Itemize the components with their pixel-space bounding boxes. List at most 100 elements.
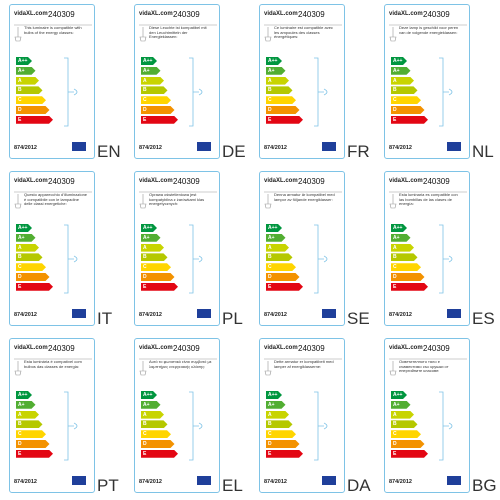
energy-class-bar: E [266, 283, 303, 291]
energy-class-bar: C [16, 430, 46, 438]
product-id: 240309 [48, 10, 75, 19]
energy-class-bar: D [16, 273, 50, 281]
compatibility-text: Denna armatur är kompatibel med lampor a… [274, 192, 335, 202]
energy-class-bar: B [391, 420, 418, 428]
eu-flag [447, 142, 461, 151]
label-graphics [139, 358, 217, 461]
brand: vidaXL.com [139, 345, 173, 351]
energy-class-bar: A+ [16, 234, 36, 242]
product-id: 240309 [173, 344, 200, 353]
regulation: 874/2012 [14, 312, 37, 318]
regulation: 874/2012 [264, 479, 287, 485]
energy-class-bar: A++ [141, 224, 157, 232]
product-id: 240309 [423, 177, 450, 186]
label-graphics [389, 24, 467, 127]
energy-class-bar: D [391, 106, 425, 114]
energy-class-bar: C [16, 263, 46, 271]
eu-flag [322, 476, 336, 485]
label-graphics [264, 191, 342, 294]
energy-class-bar: A+ [266, 67, 286, 75]
regulation: 874/2012 [139, 145, 162, 151]
energy-class-bar: B [141, 253, 168, 261]
energy-class-bar: A [266, 244, 289, 252]
energy-class-bar: A [141, 411, 164, 419]
energy-class-bar: C [391, 96, 421, 104]
energy-class-bar: A++ [266, 224, 282, 232]
regulation: 874/2012 [264, 312, 287, 318]
product-id: 240309 [48, 344, 75, 353]
energy-class-bar: C [266, 263, 296, 271]
energy-class-bar: D [16, 440, 50, 448]
regulation: 874/2012 [139, 312, 162, 318]
eu-flag [197, 476, 211, 485]
energy-class-bar: A++ [391, 224, 407, 232]
compatibility-text: Esta luminária é compatível com bulbos d… [24, 359, 82, 369]
energy-class-bar: B [391, 253, 418, 261]
language-code: PT [97, 476, 119, 495]
eu-flag [447, 309, 461, 318]
energy-class-bar: E [391, 283, 428, 291]
eu-flag [72, 309, 86, 318]
product-id: 240309 [423, 344, 450, 353]
energy-class-bar: B [141, 420, 168, 428]
energy-class-bar: D [141, 273, 175, 281]
eu-flag [322, 309, 336, 318]
energy-class-bar: D [141, 106, 175, 114]
label-graphics [389, 358, 467, 461]
language-code: NL [472, 142, 494, 161]
product-id: 240309 [173, 10, 200, 19]
energy-class-bar: B [266, 86, 293, 94]
regulation: 874/2012 [389, 312, 412, 318]
energy-class-bar: E [141, 283, 178, 291]
energy-class-bar: A+ [266, 234, 286, 242]
energy-label: vidaXL.com 240309 Diese Leuchte ist kompat… [134, 4, 220, 159]
energy-class-bar: B [266, 253, 293, 261]
compatibility-text: Ce luminaire est compatible avec les amp… [274, 25, 333, 40]
energy-class-bar: B [266, 420, 293, 428]
regulation: 874/2012 [139, 479, 162, 485]
brand: vidaXL.com [389, 345, 423, 351]
brand: vidaXL.com [139, 178, 173, 184]
energy-class-bar: A+ [391, 234, 411, 242]
energy-class-bar: D [391, 273, 425, 281]
eu-flag [197, 142, 211, 151]
language-code: PL [222, 309, 243, 328]
compatibility-text: Осветителното тяло е съвместимо със круш… [399, 359, 449, 374]
brand: vidaXL.com [14, 345, 48, 351]
eu-flag [72, 476, 86, 485]
energy-class-bar: A++ [391, 57, 407, 65]
brand: vidaXL.com [389, 178, 423, 184]
language-code: DE [222, 142, 246, 161]
energy-class-bar: A [391, 411, 414, 419]
product-id: 240309 [298, 10, 325, 19]
energy-class-bar: B [141, 86, 168, 94]
energy-class-bar: E [266, 450, 303, 458]
brand: vidaXL.com [264, 11, 298, 17]
energy-label: vidaXL.com 240309 This luminaire is compat… [9, 4, 95, 159]
label-graphics [264, 24, 342, 127]
energy-label: vidaXL.com 240309 Αυτό το φωτιστικό είναι … [134, 338, 220, 493]
brand: vidaXL.com [264, 178, 298, 184]
energy-class-bar: A+ [141, 401, 161, 409]
energy-class-bar: C [266, 96, 296, 104]
energy-class-bar: C [141, 430, 171, 438]
energy-class-bar: A+ [391, 67, 411, 75]
energy-class-bar: A [141, 244, 164, 252]
brand: vidaXL.com [389, 11, 423, 17]
language-code: IT [97, 309, 113, 328]
energy-class-bar: C [391, 263, 421, 271]
brand: vidaXL.com [139, 11, 173, 17]
product-id: 240309 [48, 177, 75, 186]
language-code: EN [97, 142, 121, 161]
energy-label: vidaXL.com 240309 Deze lamp is geschikt vo… [384, 4, 470, 159]
label-graphics [14, 24, 92, 127]
energy-label: vidaXL.com 240309 Dette armatur er kompati… [259, 338, 345, 493]
energy-class-bar: D [16, 106, 50, 114]
energy-class-bar: C [16, 96, 46, 104]
energy-class-bar: E [16, 283, 53, 291]
energy-class-bar: A++ [391, 391, 407, 399]
energy-class-bar: E [141, 116, 178, 124]
energy-class-bar: B [16, 420, 43, 428]
energy-class-bar: C [266, 430, 296, 438]
